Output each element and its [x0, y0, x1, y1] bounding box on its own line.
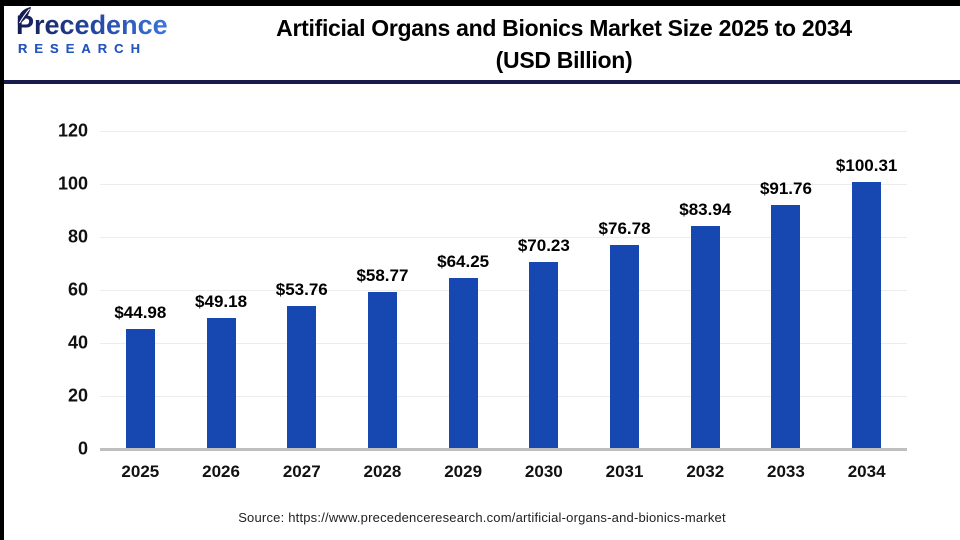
- gridline: [100, 343, 907, 344]
- x-axis-tick-label: 2032: [686, 462, 725, 481]
- bar-value-label: $53.76: [275, 279, 328, 299]
- x-axis-tick-label: 2027: [282, 462, 321, 481]
- leaf-icon: [17, 7, 31, 25]
- y-axis-tick-label: 100: [57, 173, 88, 194]
- y-axis-tick-label: 20: [67, 385, 88, 406]
- source-text: Source: https://www.precedenceresearch.c…: [238, 510, 726, 525]
- bar-value-label: $58.77: [356, 266, 409, 286]
- y-axis-tick-label: 0: [77, 438, 88, 459]
- bar-2025: [125, 328, 155, 448]
- bar-value-label: $44.98: [114, 302, 167, 322]
- header-divider: [4, 80, 960, 84]
- bar-2033: [771, 204, 801, 448]
- precedence-research-logo: Precedence RESEARCH: [16, 7, 176, 56]
- bar-2032: [690, 225, 720, 448]
- gridline: [100, 237, 907, 238]
- plot-area: 0 20 40 60 80 100 120 $44.98 2025 $49.18 2026 $53.7…: [58, 121, 907, 481]
- x-axis-tick-label: 2030: [524, 462, 563, 481]
- gridline: [100, 131, 907, 132]
- logo-wordmark: Precedence: [16, 10, 176, 41]
- x-axis-tick-label: 2031: [605, 462, 644, 481]
- bar-2034: [852, 182, 882, 448]
- chart-title-line2: (USD Billion): [495, 47, 633, 73]
- x-axis-tick-label: 2034: [847, 462, 886, 481]
- chart-title: Artificial Organs and Bionics Market Siz…: [169, 12, 959, 76]
- x-axis-line: [100, 448, 907, 451]
- gridline: [100, 290, 907, 291]
- bar-value-label: $91.76: [759, 178, 812, 198]
- x-axis-tick-label: 2028: [363, 462, 402, 481]
- gridline: [100, 184, 907, 185]
- bar-2027: [287, 305, 317, 448]
- y-axis-tick-label: 60: [67, 279, 88, 300]
- y-axis-tick-label: 40: [67, 332, 88, 353]
- bar-value-label: $49.18: [195, 291, 248, 311]
- x-axis-tick-label: 2029: [444, 462, 483, 481]
- bar-value-label: $100.31: [835, 156, 898, 176]
- x-axis-tick-label: 2026: [202, 462, 240, 481]
- bar-2030: [529, 261, 559, 448]
- bar-2029: [448, 277, 478, 448]
- bar-2028: [367, 292, 397, 448]
- bar-2026: [206, 317, 236, 448]
- bar-value-label: $64.25: [437, 251, 490, 271]
- y-axis-tick-label: 80: [67, 226, 88, 247]
- x-axis-tick-label: 2033: [767, 462, 805, 481]
- gridline: [100, 396, 907, 397]
- bar-value-label: $83.94: [679, 199, 732, 219]
- bar-value-label: $76.78: [598, 218, 651, 238]
- chart-title-line1: Artificial Organs and Bionics Market Siz…: [276, 15, 852, 41]
- bar-2031: [610, 244, 640, 448]
- logo-subtitle: RESEARCH: [18, 41, 176, 56]
- x-axis-tick-label: 2025: [121, 462, 160, 481]
- y-axis-tick-label: 120: [57, 120, 88, 141]
- bar-value-label: $70.23: [517, 235, 570, 255]
